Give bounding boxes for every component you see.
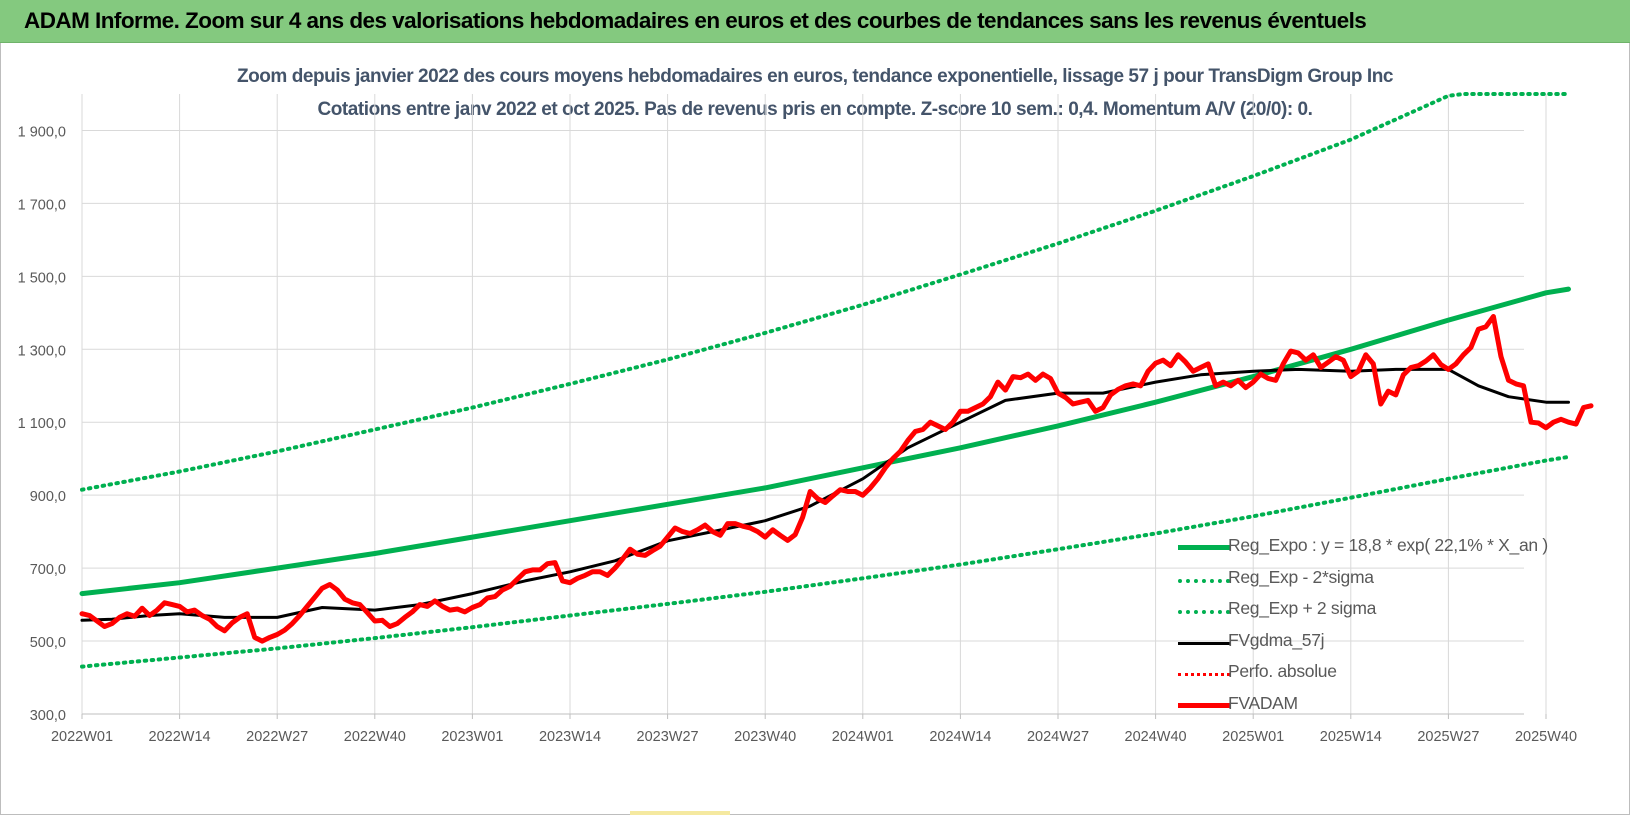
x-tick-label: 2022W14	[149, 729, 211, 745]
legend-item-perfo: Perfo. absolue	[1178, 658, 1598, 690]
legend-swatch-perfo	[1178, 673, 1230, 677]
x-tick-label: 2023W27	[637, 729, 699, 745]
x-tick-label: 2022W40	[344, 729, 406, 745]
legend: Reg_Expo : y = 18,8 * exp( 22,1% * X_an …	[1178, 532, 1598, 722]
y-tick-label: 900,0	[30, 489, 66, 505]
y-tick-label: 1 100,0	[18, 416, 66, 432]
legend-swatch-reg-exp-plus	[1178, 610, 1230, 615]
legend-item-reg-exp-minus: Reg_Exp - 2*sigma	[1178, 564, 1598, 596]
x-tick-label: 2022W27	[246, 729, 308, 745]
y-tick-label: 1 700,0	[18, 197, 66, 213]
legend-label-reg-exp-plus: Reg_Exp + 2 sigma	[1228, 598, 1377, 619]
x-tick-label: 2025W14	[1320, 729, 1382, 745]
legend-item-reg-exp-plus: Reg_Exp + 2 sigma	[1178, 595, 1598, 627]
x-tick-label: 2023W14	[539, 729, 601, 745]
banner-title: ADAM Informe. Zoom sur 4 ans des valoris…	[24, 8, 1367, 33]
x-tick-label: 2025W01	[1222, 729, 1284, 745]
legend-label-reg-exp-minus: Reg_Exp - 2*sigma	[1228, 566, 1374, 587]
series-line-reg-exp-2-sigma	[80, 92, 1571, 492]
x-tick-label: 2022W01	[51, 729, 113, 745]
legend-item-reg-expo: Reg_Expo : y = 18,8 * exp( 22,1% * X_an …	[1178, 532, 1598, 564]
series-line-reg-exp-2-sigma	[80, 454, 1571, 669]
gridlines	[81, 94, 1547, 715]
y-tick-label: 500,0	[30, 635, 66, 651]
y-tick-label: 1 300,0	[18, 343, 66, 359]
banner: ADAM Informe. Zoom sur 4 ans des valoris…	[0, 0, 1630, 43]
series-lines	[79, 92, 1594, 669]
x-tick-label: 2025W40	[1515, 729, 1577, 745]
x-tick-label: 2024W14	[929, 729, 991, 745]
x-tick-label: 2023W40	[734, 729, 796, 745]
series-line-reg-expo-y-18-8-exp-22-1-x-an	[79, 286, 1571, 597]
legend-label-fvadam: FVADAM	[1228, 692, 1298, 713]
legend-label-perfo: Perfo. absolue	[1228, 661, 1337, 682]
x-tick-label: 2025W27	[1417, 729, 1479, 745]
legend-swatch-reg-expo	[1178, 545, 1230, 550]
footer-mark	[630, 811, 730, 815]
legend-item-fvadam: FVADAM	[1178, 690, 1598, 722]
axes: 300,0 500,0 700,0 900,0 1 100,0 1 300,0 1 500,…	[18, 124, 1577, 745]
chart-title: Zoom depuis janvier 2022 des cours moyen…	[236, 66, 1394, 87]
legend-label-reg-expo: Reg_Expo : y = 18,8 * exp( 22,1% * X_an …	[1228, 535, 1548, 555]
legend-label-fvgdma: FVgdma_57j	[1228, 629, 1325, 650]
x-tick-label: 2024W27	[1027, 729, 1089, 745]
chart-subtitle: Cotations entre janv 2022 et oct 2025. P…	[317, 99, 1313, 120]
y-tick-label: 1 900,0	[18, 124, 66, 140]
legend-swatch-reg-exp-minus	[1178, 578, 1230, 583]
x-tick-label: 2024W40	[1125, 729, 1187, 745]
y-tick-label: 1 500,0	[18, 270, 66, 286]
legend-item-fvgdma: FVgdma_57j	[1178, 627, 1598, 659]
y-tick-label: 700,0	[30, 562, 66, 578]
y-tick-label: 300,0	[30, 708, 66, 724]
series-line-fvadam	[79, 314, 1594, 644]
legend-swatch-fvgdma	[1178, 641, 1230, 645]
x-tick-label: 2023W01	[441, 729, 503, 745]
legend-swatch-fvadam	[1178, 702, 1230, 708]
x-tick-label: 2024W01	[832, 729, 894, 745]
